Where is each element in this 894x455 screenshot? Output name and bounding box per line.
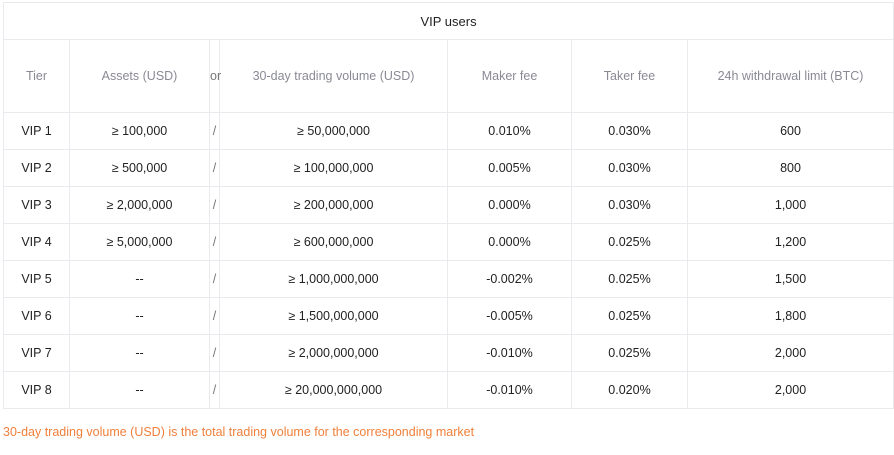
cell-separator: / <box>209 223 220 261</box>
cell-maker-fee: 0.010% <box>447 112 572 150</box>
cell-volume: ≥ 1,000,000,000 <box>219 260 448 298</box>
cell-tier: VIP 3 <box>3 186 70 224</box>
cell-withdrawal-limit: 2,000 <box>686 334 894 372</box>
cell-maker-fee: -0.002% <box>447 260 572 298</box>
cell-assets: ≥ 5,000,000 <box>69 223 210 261</box>
cell-taker-fee: 0.025% <box>571 334 688 372</box>
cell-taker-fee: 0.025% <box>571 223 688 261</box>
cell-maker-fee: 0.005% <box>447 149 572 187</box>
cell-volume: ≥ 600,000,000 <box>219 223 448 261</box>
cell-tier: VIP 7 <box>3 334 70 372</box>
cell-assets: ≥ 500,000 <box>69 149 210 187</box>
cell-taker-fee: 0.025% <box>571 297 688 335</box>
cell-withdrawal-limit: 1,000 <box>686 186 894 224</box>
cell-tier: VIP 8 <box>3 371 70 409</box>
cell-separator: / <box>209 260 220 298</box>
cell-tier: VIP 5 <box>3 260 70 298</box>
cell-volume: ≥ 1,500,000,000 <box>219 297 448 335</box>
cell-tier: VIP 2 <box>3 149 70 187</box>
cell-volume: ≥ 20,000,000,000 <box>219 371 448 409</box>
cell-separator: / <box>209 297 220 335</box>
cell-withdrawal-limit: 2,000 <box>686 371 894 409</box>
cell-withdrawal-limit: 800 <box>686 149 894 187</box>
cell-assets: ≥ 100,000 <box>69 112 210 150</box>
cell-tier: VIP 6 <box>3 297 70 335</box>
table-row: VIP 3 ≥ 2,000,000 / ≥ 200,000,000 0.000%… <box>3 186 894 224</box>
cell-maker-fee: -0.005% <box>447 297 572 335</box>
cell-assets: -- <box>69 371 210 409</box>
header-withdrawal-limit: 24h withdrawal limit (BTC) <box>686 39 894 113</box>
table-row: VIP 5 -- / ≥ 1,000,000,000 -0.002% 0.025… <box>3 260 894 298</box>
table-row: VIP 1 ≥ 100,000 / ≥ 50,000,000 0.010% 0.… <box>3 112 894 150</box>
header-taker-fee: Taker fee <box>571 39 688 113</box>
cell-taker-fee: 0.030% <box>571 186 688 224</box>
cell-withdrawal-limit: 600 <box>686 112 894 150</box>
cell-assets: ≥ 2,000,000 <box>69 186 210 224</box>
table-title-row: VIP users <box>2 2 894 40</box>
cell-tier: VIP 1 <box>3 112 70 150</box>
cell-withdrawal-limit: 1,500 <box>686 260 894 298</box>
vip-fee-table: VIP users Tier Assets (USD) or 30-day tr… <box>2 2 894 409</box>
cell-assets: -- <box>69 260 210 298</box>
header-maker-fee: Maker fee <box>447 39 572 113</box>
vip-table-container: VIP users Tier Assets (USD) or 30-day tr… <box>2 2 894 409</box>
cell-maker-fee: 0.000% <box>447 186 572 224</box>
cell-taker-fee: 0.030% <box>571 149 688 187</box>
footnote: 30-day trading volume (USD) is the total… <box>3 425 475 439</box>
cell-taker-fee: 0.020% <box>571 371 688 409</box>
cell-separator: / <box>209 149 220 187</box>
cell-assets: -- <box>69 334 210 372</box>
cell-assets: -- <box>69 297 210 335</box>
cell-separator: / <box>209 371 220 409</box>
cell-maker-fee: -0.010% <box>447 371 572 409</box>
cell-volume: ≥ 50,000,000 <box>219 112 448 150</box>
header-assets: Assets (USD) <box>69 39 210 113</box>
header-or: or <box>209 39 221 113</box>
cell-volume: ≥ 100,000,000 <box>219 149 448 187</box>
cell-volume: ≥ 200,000,000 <box>219 186 448 224</box>
table-title: VIP users <box>2 2 894 40</box>
cell-withdrawal-limit: 1,800 <box>686 297 894 335</box>
cell-maker-fee: -0.010% <box>447 334 572 372</box>
table-header-row: Tier Assets (USD) or 30-day trading volu… <box>3 39 894 113</box>
cell-maker-fee: 0.000% <box>447 223 572 261</box>
table-row: VIP 8 -- / ≥ 20,000,000,000 -0.010% 0.02… <box>3 371 894 409</box>
cell-separator: / <box>209 334 220 372</box>
header-tier: Tier <box>3 39 70 113</box>
table-row: VIP 4 ≥ 5,000,000 / ≥ 600,000,000 0.000%… <box>3 223 894 261</box>
cell-taker-fee: 0.030% <box>571 112 688 150</box>
header-volume: 30-day trading volume (USD) <box>219 39 448 113</box>
table-row: VIP 6 -- / ≥ 1,500,000,000 -0.005% 0.025… <box>3 297 894 335</box>
cell-tier: VIP 4 <box>3 223 70 261</box>
table-row: VIP 7 -- / ≥ 2,000,000,000 -0.010% 0.025… <box>3 334 894 372</box>
cell-separator: / <box>209 186 220 224</box>
cell-withdrawal-limit: 1,200 <box>686 223 894 261</box>
cell-taker-fee: 0.025% <box>571 260 688 298</box>
table-row: VIP 2 ≥ 500,000 / ≥ 100,000,000 0.005% 0… <box>3 149 894 187</box>
cell-separator: / <box>209 112 220 150</box>
cell-volume: ≥ 2,000,000,000 <box>219 334 448 372</box>
